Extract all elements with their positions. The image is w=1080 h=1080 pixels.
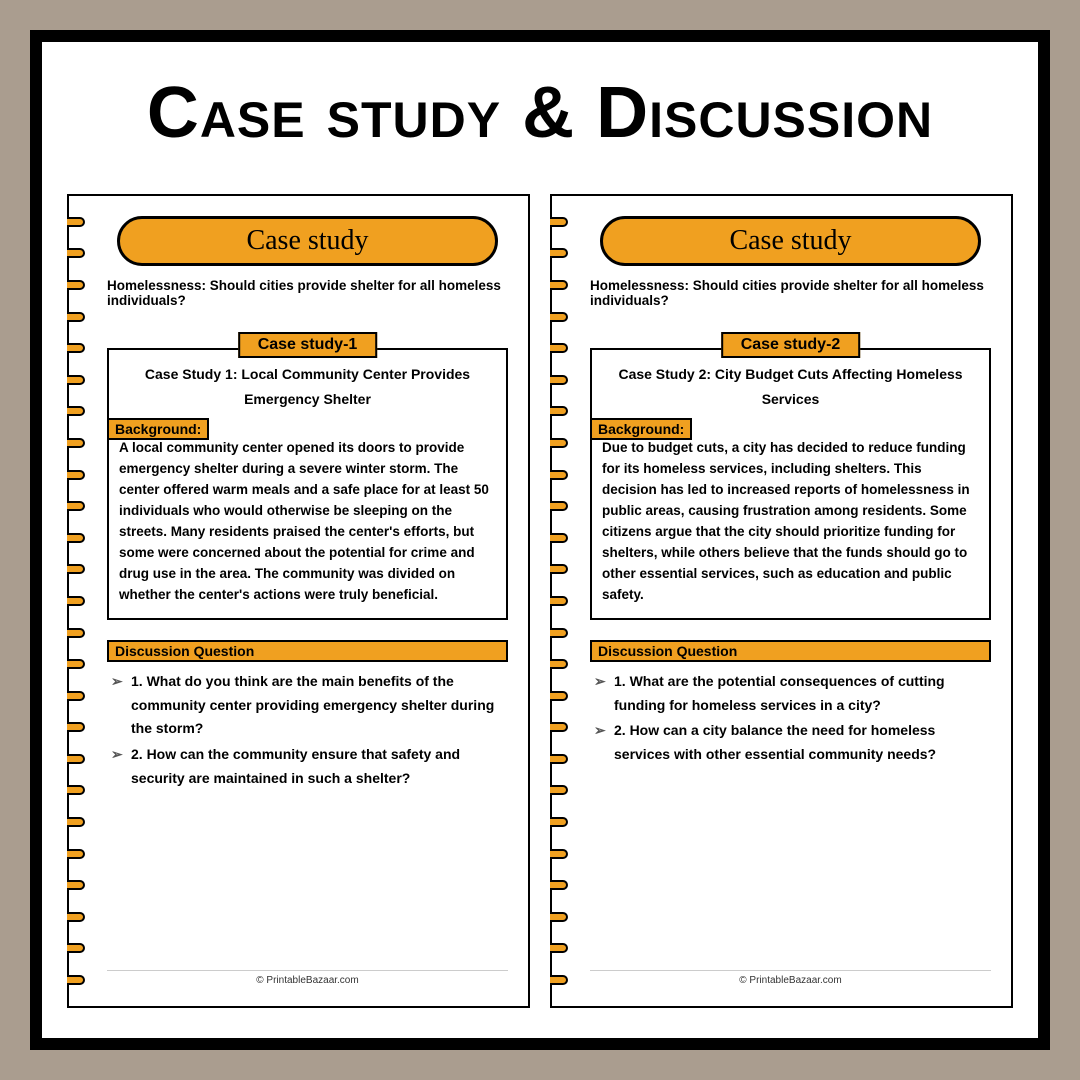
main-title: Case study & Discussion bbox=[67, 72, 1013, 154]
worksheet-page-right: Case study Homelessness: Should cities p… bbox=[550, 194, 1013, 1008]
background-label: Background: bbox=[590, 418, 692, 440]
spiral-binding-icon bbox=[550, 206, 570, 996]
worksheet-page-left: Case study Homelessness: Should cities p… bbox=[67, 194, 530, 1008]
case-study-box: Case study-1 Case Study 1: Local Communi… bbox=[107, 348, 508, 620]
question-item: 2. How can a city balance the need for h… bbox=[594, 719, 991, 767]
discussion-question-label: Discussion Question bbox=[590, 640, 991, 662]
banner-text: Case study bbox=[613, 225, 968, 257]
pages-row: Case study Homelessness: Should cities p… bbox=[67, 194, 1013, 1008]
case-study-title: Case Study 1: Local Community Center Pro… bbox=[119, 362, 496, 412]
discussion-question-label: Discussion Question bbox=[107, 640, 508, 662]
case-study-label: Case study-1 bbox=[238, 332, 378, 358]
document-frame: Case study & Discussion Case study Homel… bbox=[30, 30, 1050, 1050]
question-item: 1. What are the potential consequences o… bbox=[594, 670, 991, 718]
subtitle: Homelessness: Should cities provide shel… bbox=[590, 278, 991, 308]
banner-text: Case study bbox=[130, 225, 485, 257]
case-study-label: Case study-2 bbox=[721, 332, 861, 358]
banner: Case study bbox=[600, 216, 981, 266]
subtitle: Homelessness: Should cities provide shel… bbox=[107, 278, 508, 308]
page-footer: © PrintableBazaar.com bbox=[107, 970, 508, 986]
questions-list: 1. What are the potential consequences o… bbox=[590, 670, 991, 769]
question-item: 1. What do you think are the main benefi… bbox=[111, 670, 508, 741]
case-study-title: Case Study 2: City Budget Cuts Affecting… bbox=[602, 362, 979, 412]
spiral-binding-icon bbox=[67, 206, 87, 996]
question-item: 2. How can the community ensure that saf… bbox=[111, 743, 508, 791]
background-label: Background: bbox=[107, 418, 209, 440]
case-study-box: Case study-2 Case Study 2: City Budget C… bbox=[590, 348, 991, 620]
questions-list: 1. What do you think are the main benefi… bbox=[107, 670, 508, 793]
background-text: A local community center opened its door… bbox=[119, 438, 496, 605]
banner: Case study bbox=[117, 216, 498, 266]
page-footer: © PrintableBazaar.com bbox=[590, 970, 991, 986]
background-text: Due to budget cuts, a city has decided t… bbox=[602, 438, 979, 605]
